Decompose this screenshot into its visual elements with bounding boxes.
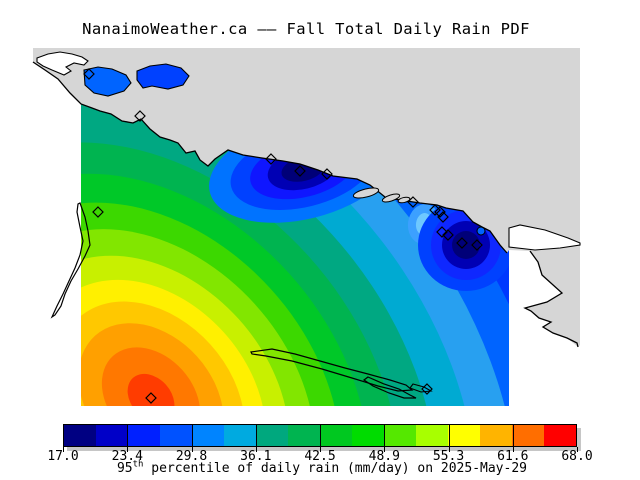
colorbar-segment	[288, 425, 320, 446]
caption-superscript: th	[132, 459, 144, 470]
colorbar-segment	[448, 425, 480, 446]
inlet-west	[83, 66, 132, 97]
colorbar-tick-label: 48.9	[368, 449, 400, 464]
colorbar-segment	[416, 425, 448, 446]
colorbar-tick	[255, 424, 257, 447]
colorbar-segment	[352, 425, 384, 446]
colorbar-segment	[128, 425, 160, 446]
caption-rest: percentile of daily rain (mm/day) on 202…	[143, 461, 527, 476]
colorbar-tick	[384, 424, 386, 447]
colorbar-segment	[64, 425, 96, 446]
colorbar-segment	[480, 425, 512, 446]
page-title: NanaimoWeather.ca —— Fall Total Daily Ra…	[82, 20, 530, 38]
island-appendage-outline	[362, 376, 417, 399]
colorbar-tick-stub	[320, 447, 321, 452]
colorbar-segment	[512, 425, 544, 446]
colorbar-tick-stub	[577, 447, 578, 452]
colorbar-segment	[320, 425, 352, 446]
colorbar-tick-stub	[448, 447, 450, 452]
colorbar-tick	[512, 424, 514, 447]
colorbar-tick-stub	[191, 447, 193, 452]
colorbar-tick	[127, 424, 129, 447]
fjord-lakes	[36, 51, 89, 76]
colorbar-tick-label: 36.1	[240, 449, 272, 464]
coastline-right-peninsula	[523, 250, 579, 348]
mainland-landmass	[33, 48, 580, 347]
islet-2	[381, 193, 401, 203]
coastline-main	[32, 61, 508, 254]
colorbar-tick-label: 61.6	[497, 449, 529, 464]
colorbar-tick-stub	[384, 447, 386, 452]
colorbar-segment	[256, 425, 288, 446]
colorbar-segment	[96, 425, 128, 446]
colorbar-tick	[320, 424, 321, 447]
colorbar-tick-label: 23.4	[111, 449, 143, 464]
colorbar-tick-stub	[512, 447, 514, 452]
colorbar-segment	[544, 425, 576, 446]
texada-island-outline	[250, 348, 414, 392]
colorbar-segment	[160, 425, 192, 446]
islet-outline-small	[409, 383, 433, 393]
caption-prefix: 95	[116, 461, 133, 476]
colorbar-tick-stub	[63, 447, 64, 452]
right-inlet-wedge	[508, 224, 581, 251]
islet-3	[397, 196, 411, 204]
colorbar-tick-label: 68.0	[561, 449, 593, 464]
colorbar-caption: 95th percentile of daily rain (mm/day) o…	[0, 459, 640, 476]
colorbar-tick-stub	[127, 447, 129, 452]
colorbar-tick-label: 17.0	[47, 449, 79, 464]
colorbar-segment	[192, 425, 224, 446]
colorbar-tick-label: 55.3	[432, 449, 465, 464]
colorbar-tick	[191, 424, 193, 447]
colorbar-segment	[384, 425, 416, 446]
colorbar-tick-label: 42.5	[304, 449, 336, 464]
islet-1	[352, 187, 380, 199]
colorbar-tick	[448, 424, 450, 447]
colorbar-tick-stub	[255, 447, 257, 452]
inlet-east	[136, 63, 190, 90]
station-markers	[83, 68, 483, 404]
vancouver-island-outline	[50, 202, 91, 319]
colorbar-segment	[224, 425, 256, 446]
colorbar-tick-label: 29.8	[175, 449, 208, 464]
